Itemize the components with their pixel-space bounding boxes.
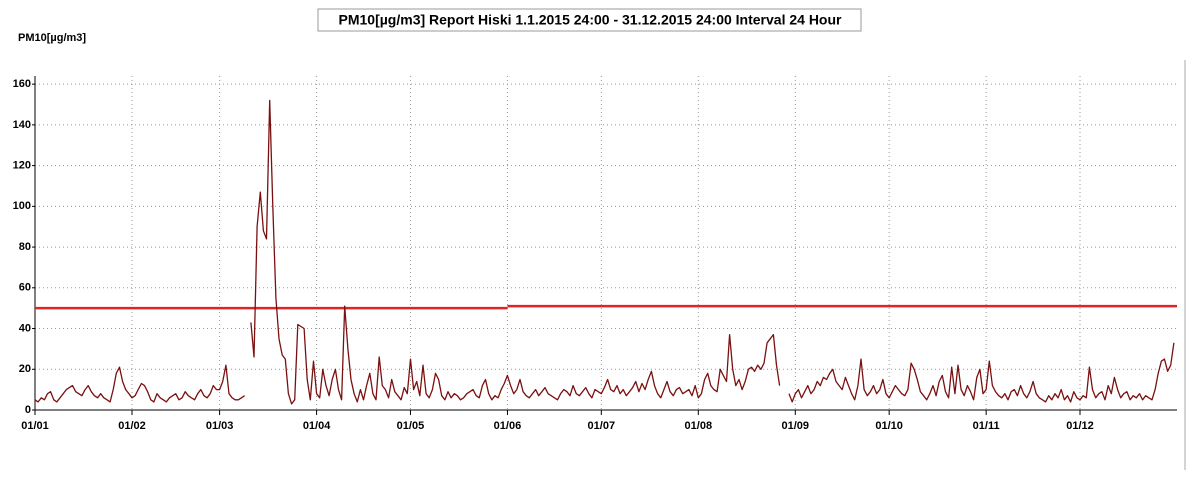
y-tick-label: 20 bbox=[19, 363, 31, 375]
y-tick-label: 60 bbox=[19, 282, 31, 294]
y-tick-label: 100 bbox=[13, 200, 31, 212]
x-tick-label: 01/01 bbox=[21, 420, 49, 432]
x-tick-label: 01/05 bbox=[397, 420, 425, 432]
x-tick-label: 01/07 bbox=[588, 420, 616, 432]
x-tick-label: 01/12 bbox=[1066, 420, 1094, 432]
x-tick-label: 01/03 bbox=[206, 420, 234, 432]
y-axis-label: PM10[µg/m3] bbox=[18, 32, 86, 44]
y-tick-label: 80 bbox=[19, 241, 31, 253]
x-tick-label: 01/04 bbox=[303, 420, 331, 432]
y-tick-label: 40 bbox=[19, 322, 31, 334]
x-tick-label: 01/11 bbox=[973, 420, 1000, 432]
chart-title: PM10[µg/m3] Report Hiski 1.1.2015 24:00 … bbox=[339, 12, 843, 28]
x-tick-label: 01/09 bbox=[782, 420, 810, 432]
data-line bbox=[34, 99, 1175, 405]
x-tick-label: 01/10 bbox=[875, 420, 903, 432]
x-tick-label: 01/06 bbox=[494, 420, 522, 432]
y-tick-label: 140 bbox=[13, 119, 31, 131]
title-box bbox=[317, 8, 862, 32]
x-tick-label: 01/02 bbox=[118, 420, 146, 432]
y-tick-label: 120 bbox=[13, 160, 31, 172]
y-tick-label: 0 bbox=[25, 404, 31, 416]
x-tick-label: 01/08 bbox=[685, 420, 713, 432]
y-tick-label: 160 bbox=[13, 78, 31, 90]
